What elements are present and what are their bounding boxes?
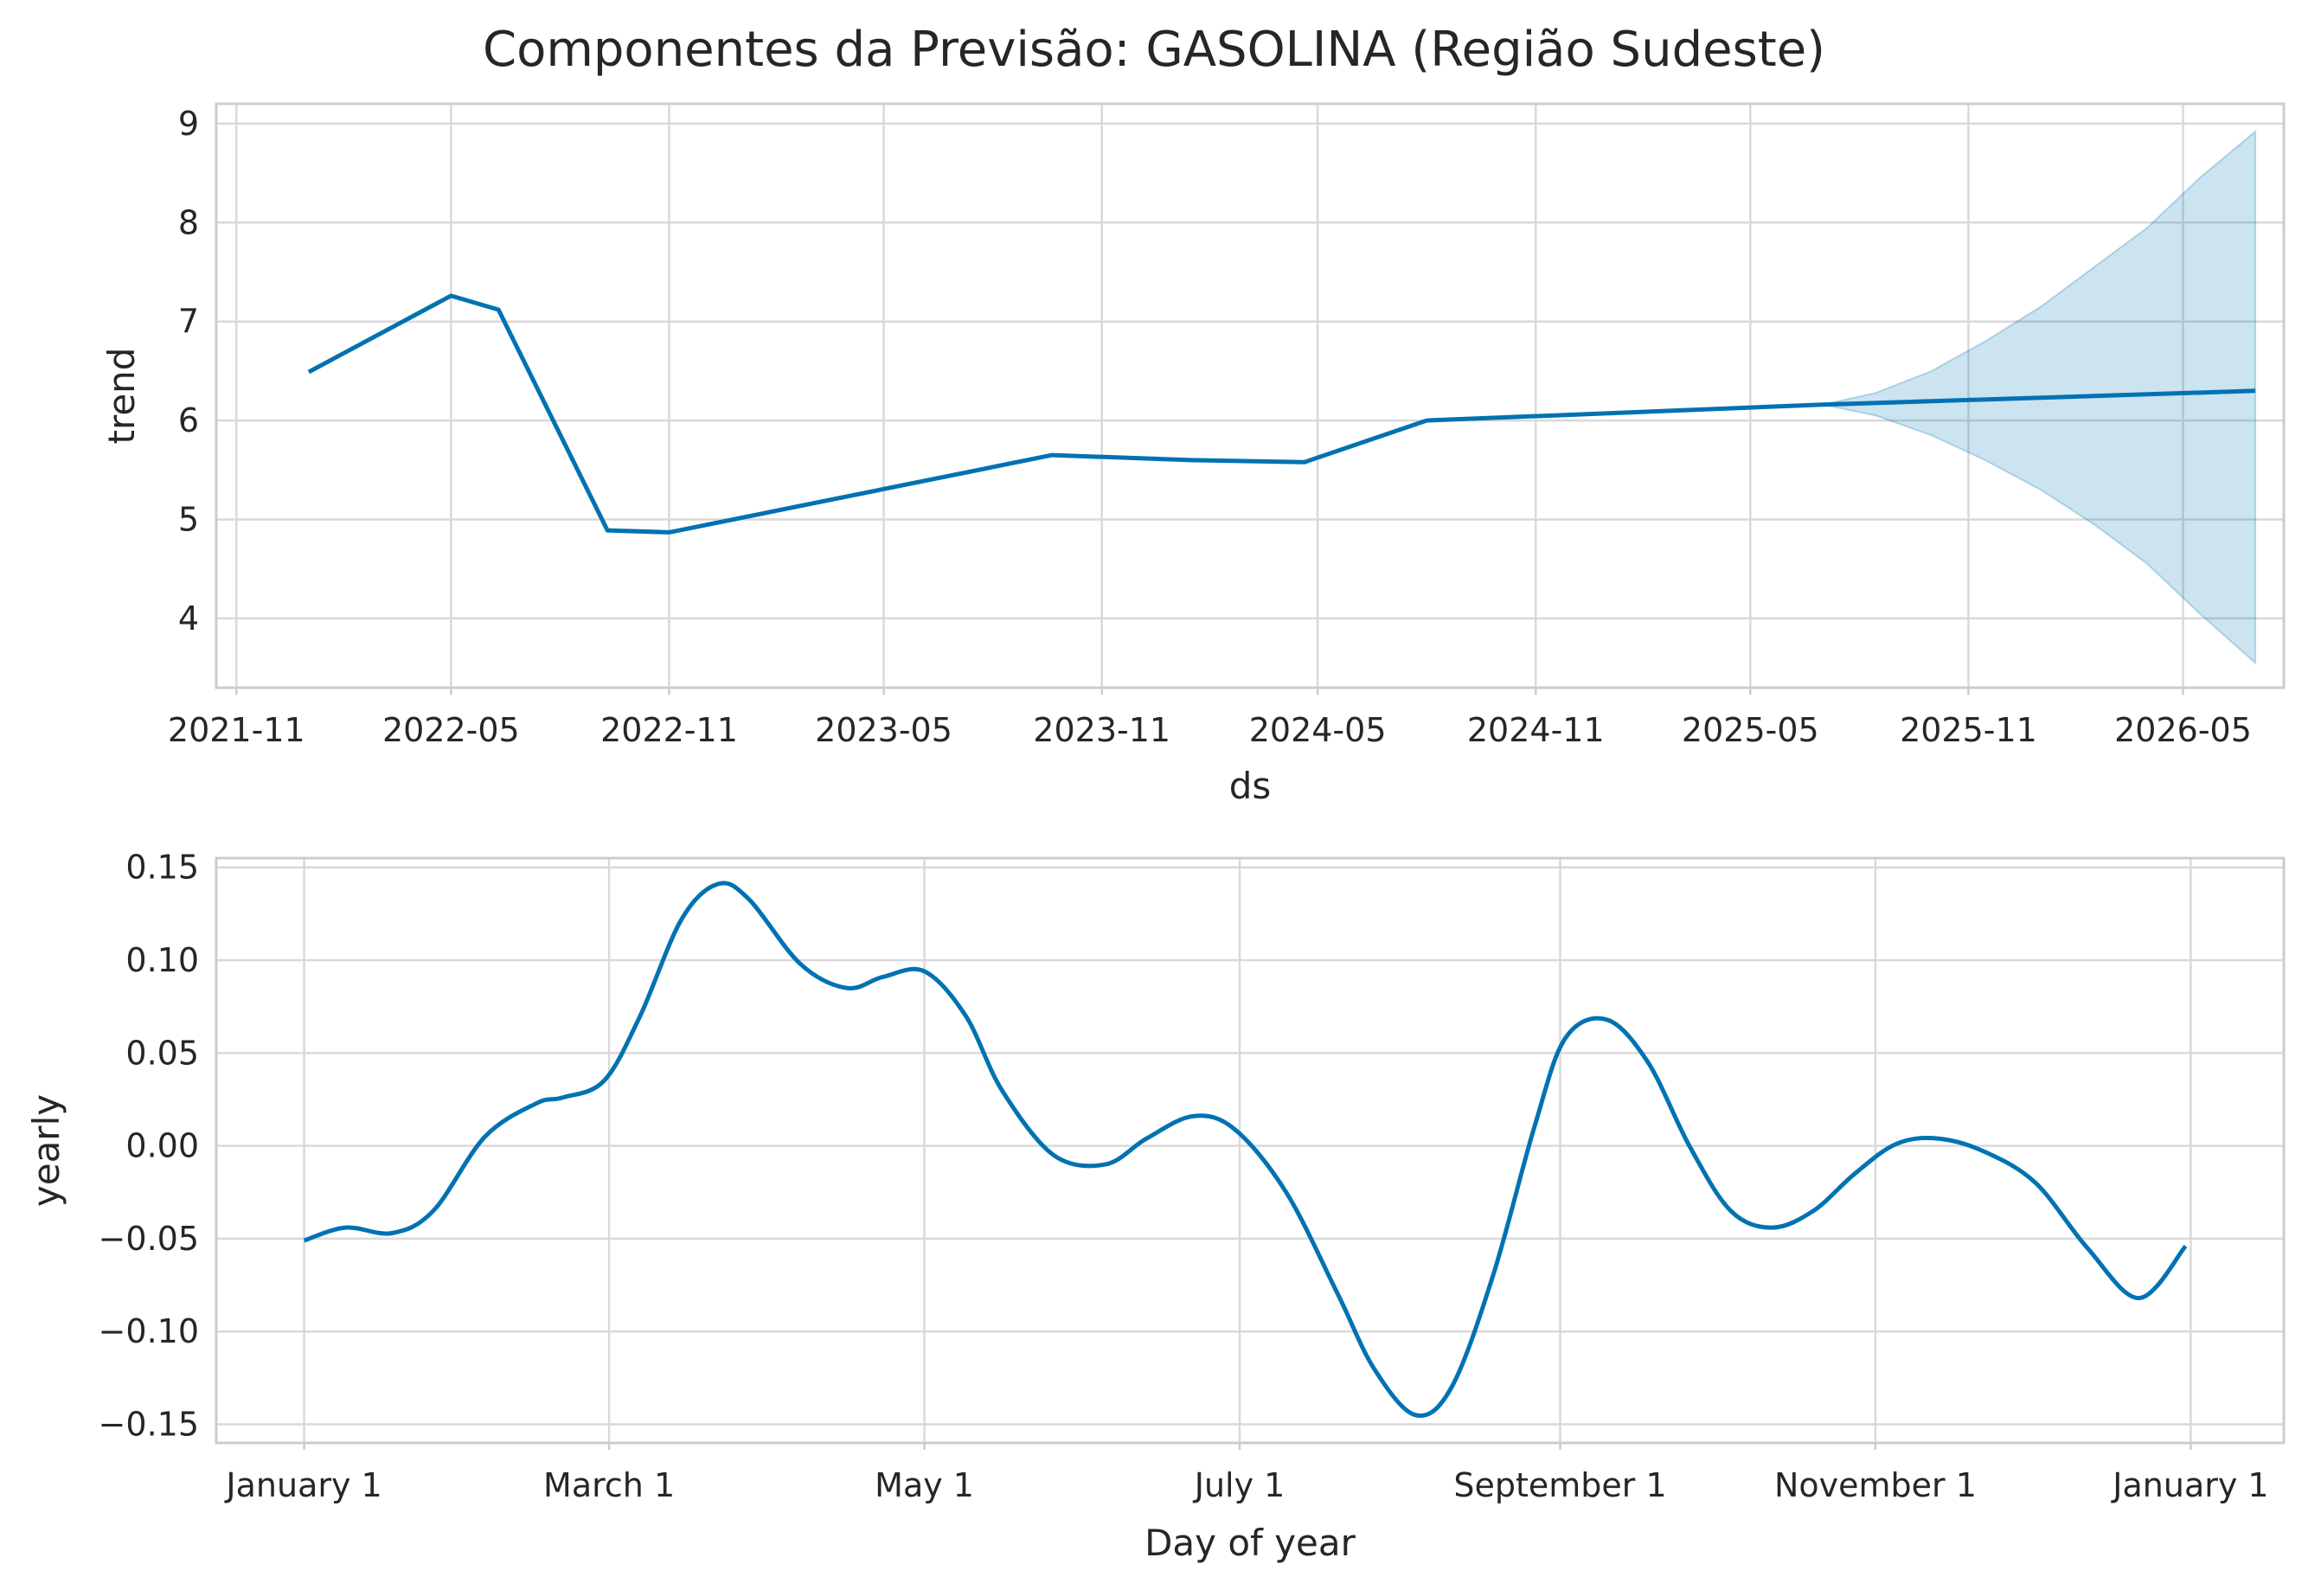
yearly-y-tick-label: −0.10 [99,1312,199,1350]
yearly-y-axis-label: yearly [25,1094,67,1207]
trend-x-tick-label: 2023-05 [815,711,952,749]
trend-grid [216,104,2284,688]
trend-y-tick-label: 5 [178,501,199,539]
yearly-x-tick-label: January 1 [224,1466,381,1504]
trend-x-axis-label: ds [1229,765,1272,807]
yearly-x-tick-label: September 1 [1453,1466,1666,1504]
trend-y-axis-label: trend [100,348,143,445]
yearly-x-tick-label: March 1 [543,1466,675,1504]
trend-x-tick-label: 2024-05 [1249,711,1387,749]
trend-plot-frame [215,102,2286,689]
yearly-y-tick-label: −0.05 [99,1220,199,1258]
yearly-x-ticks: January 1 March 1 May 1 July 1 September 1 No… [224,1443,2269,1504]
yearly-y-ticks: −0.15 −0.10 −0.05 0.00 0.05 0.10 0.15 [99,849,199,1444]
trend-y-ticks: 4 5 6 7 8 9 [178,105,199,638]
trend-y-tick-label: 6 [178,401,199,439]
yearly-y-tick-label: −0.15 [99,1406,199,1444]
yearly-x-tick-label: July 1 [1193,1466,1285,1504]
yearly-line [303,881,2188,1419]
yearly-y-tick-label: 0.15 [125,849,199,887]
trend-x-tick-label: 2025-05 [1682,711,1819,749]
yearly-panel: January 1 March 1 May 1 July 1 September 1 No… [25,849,2286,1564]
trend-y-tick-label: 4 [178,599,199,638]
trend-x-tick-label: 2023-11 [1033,711,1170,749]
yearly-x-tick-label: November 1 [1774,1466,1977,1504]
trend-x-ticks: 2021-11 2022-05 2022-11 2023-05 2023-11 2024-… [168,688,2252,749]
trend-x-tick-label: 2024-11 [1467,711,1605,749]
trend-line [307,293,2256,535]
trend-x-tick-label: 2021-11 [168,711,305,749]
trend-x-tick-label: 2022-05 [382,711,520,749]
yearly-plot-frame [215,856,2286,1445]
trend-y-tick-label: 8 [178,203,199,241]
trend-panel: 2021-11 2022-05 2022-11 2023-05 2023-11 2024-… [100,102,2286,807]
yearly-y-tick-label: 0.05 [125,1034,199,1072]
yearly-grid [216,858,2284,1443]
yearly-y-tick-label: 0.10 [125,941,199,979]
trend-x-tick-label: 2022-11 [600,711,738,749]
trend-x-tick-label: 2026-05 [2114,711,2252,749]
trend-y-tick-label: 9 [178,105,199,143]
yearly-x-axis-label: Day of year [1144,1522,1356,1564]
trend-x-tick-label: 2025-11 [1900,711,2037,749]
trend-y-tick-label: 7 [178,303,199,341]
yearly-y-tick-label: 0.00 [125,1127,199,1165]
figure-title: Componentes da Previsão: GASOLINA (Regiã… [483,22,1825,78]
yearly-x-tick-label: May 1 [875,1466,974,1504]
yearly-x-tick-label: January 1 [2111,1466,2268,1504]
